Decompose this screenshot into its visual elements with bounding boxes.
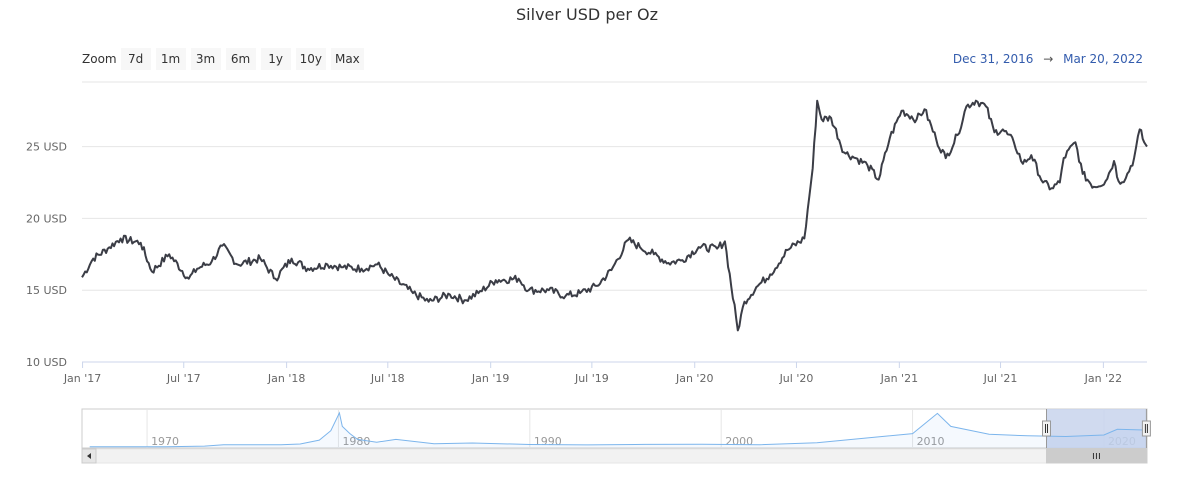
x-tick-label: Jul '20 [779, 372, 814, 385]
navigator-handle-right[interactable] [1141, 420, 1151, 437]
range-separator: → [1043, 52, 1054, 66]
x-tick-label: Jan '18 [267, 372, 305, 385]
x-tick-label: Jan '22 [1084, 372, 1122, 385]
navigator-selection [1046, 409, 1147, 448]
x-tick-label: Jul '19 [574, 372, 609, 385]
x-axis: Jan '17 Jul '17 Jan '18 Jul '18 Jan '19 Jul '… [63, 361, 1147, 385]
navigator-handle-left[interactable] [1042, 420, 1052, 437]
zoom-6m-button[interactable]: 6m [225, 48, 256, 70]
plot-series [81, 99, 1148, 332]
x-tick-label: Jan '20 [675, 372, 713, 385]
date-range-display: Dec 31, 2016 → Mar 20, 2022 [953, 52, 1143, 66]
range-to[interactable]: Mar 20, 2022 [1063, 52, 1143, 66]
y-tick-label: 20 USD [26, 212, 67, 225]
zoom-1y-button[interactable]: 1y [260, 48, 291, 70]
zoom-label: Zoom [82, 52, 117, 66]
zoom-1m-button[interactable]: 1m [155, 48, 186, 70]
y-tick-label: 25 USD [26, 141, 67, 154]
x-tick-label: Jul '17 [166, 372, 201, 385]
x-tick-label: Jan '21 [880, 372, 918, 385]
navigator-area [89, 412, 1147, 448]
navigator-tick-label: 2010 [917, 435, 945, 448]
navigator-line [89, 411, 1147, 448]
zoom-max-button[interactable]: Max [330, 48, 364, 70]
scrollbar-track[interactable] [81, 448, 1148, 464]
zoom-7d-button[interactable]: 7d [120, 48, 151, 70]
navigator-tick-label: 1980 [342, 435, 370, 448]
range-from[interactable]: Dec 31, 2016 [952, 52, 1034, 66]
price-line [81, 99, 1148, 332]
x-tick-label: Jul '18 [370, 372, 405, 385]
x-tick-label: Jul '21 [983, 372, 1018, 385]
navigator-tick-label: 1970 [151, 435, 179, 448]
y-axis: 10 USD 15 USD 20 USD 25 USD [26, 141, 67, 369]
navigator-frame [81, 408, 1148, 449]
grid-lines [82, 81, 1147, 291]
zoom-bar: Zoom 7d 1m 3m 6m 1y 10y Max [82, 48, 369, 70]
arrow-left-icon [87, 453, 91, 459]
zoom-3m-button[interactable]: 3m [190, 48, 221, 70]
zoom-10y-button[interactable]: 10y [295, 48, 326, 70]
y-tick-label: 15 USD [26, 284, 67, 297]
chart-title: Silver USD per Oz [516, 5, 658, 24]
y-tick-label: 10 USD [26, 356, 67, 369]
navigator[interactable]: 197019801990200020102020 [81, 408, 1151, 464]
x-tick-label: Jan '17 [63, 372, 101, 385]
x-tick-label: Jan '19 [471, 372, 509, 385]
